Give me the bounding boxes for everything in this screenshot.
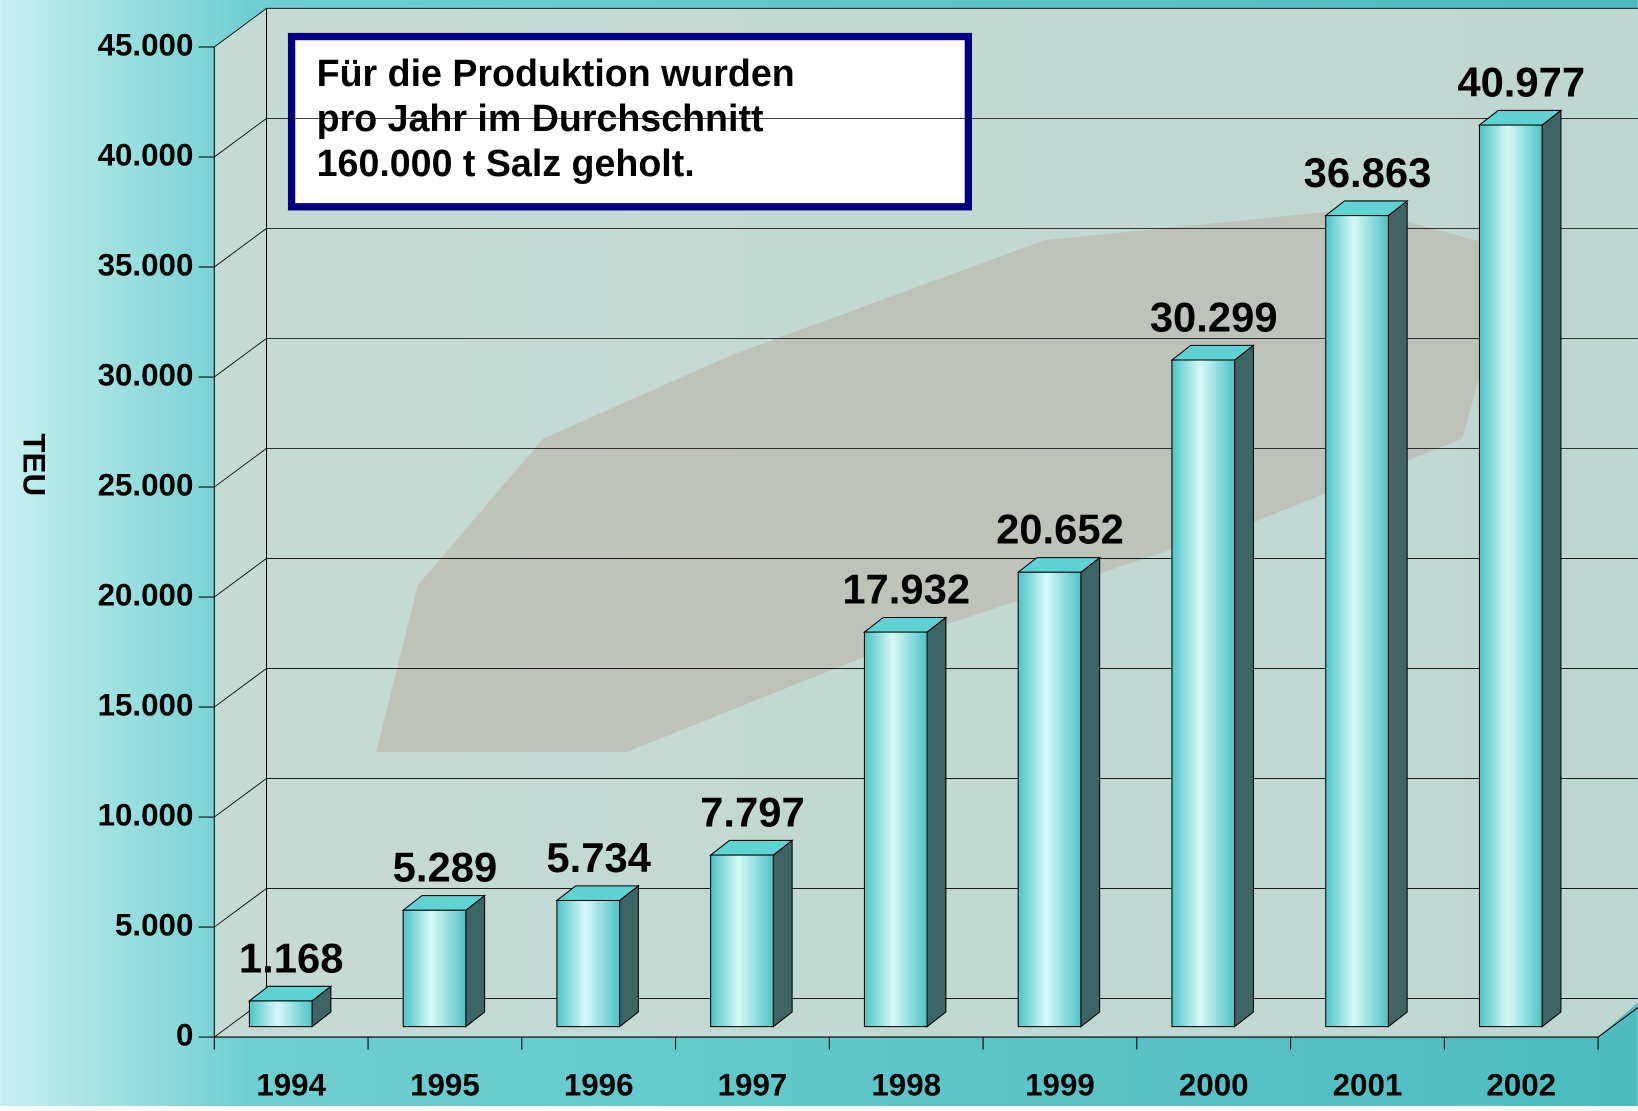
value-label: 40.977 (1457, 58, 1585, 105)
bar (1172, 360, 1235, 1027)
bar (249, 1001, 312, 1027)
y-tick-label: 40.000 (98, 137, 194, 172)
bar-side (1235, 345, 1254, 1026)
y-tick-label: 45.000 (98, 27, 194, 62)
value-label: 5.289 (393, 844, 498, 891)
x-tick-label: 1994 (256, 1067, 326, 1102)
x-tick-label: 1995 (410, 1067, 480, 1102)
bar-side (620, 886, 639, 1027)
y-tick-label: 15.000 (98, 687, 194, 722)
y-tick-label: 5.000 (115, 907, 193, 942)
bar-side (1542, 110, 1561, 1026)
bar-side (466, 896, 485, 1027)
chart: TEU Für die Produktion wurden pro Jahr i… (0, 0, 1638, 1106)
value-label: 30.299 (1150, 293, 1278, 340)
bar (1479, 125, 1542, 1027)
value-label: 1.168 (239, 934, 344, 981)
bar-side (1388, 201, 1407, 1027)
y-axis-label: TEU (16, 433, 51, 496)
x-tick-label: 1999 (1025, 1067, 1095, 1102)
bar (1018, 572, 1081, 1026)
value-label: 17.932 (842, 565, 970, 612)
bar-side (773, 840, 792, 1026)
x-tick-label: 1997 (718, 1067, 788, 1102)
value-label: 36.863 (1304, 149, 1432, 196)
value-label: 20.652 (996, 506, 1124, 553)
bar-side (927, 617, 946, 1026)
bar (1326, 216, 1389, 1027)
x-tick-label: 2001 (1333, 1067, 1403, 1102)
bar (711, 855, 774, 1027)
bar (557, 900, 620, 1026)
x-tick-label: 2000 (1179, 1067, 1249, 1102)
bar (864, 632, 927, 1027)
value-label: 7.797 (700, 788, 805, 835)
annotation-line: 160.000 t Salz geholt. (317, 142, 695, 184)
value-label: 5.734 (546, 834, 651, 881)
x-tick-label: 1996 (564, 1067, 634, 1102)
x-tick-label: 2002 (1486, 1067, 1556, 1102)
y-tick-label: 30.000 (98, 357, 194, 392)
y-tick-label: 10.000 (98, 797, 194, 832)
y-tick-label: 20.000 (98, 577, 194, 612)
y-tick-label: 25.000 (98, 467, 194, 502)
x-tick-label: 1998 (871, 1067, 941, 1102)
bar (403, 910, 466, 1026)
y-tick-label: 35.000 (98, 247, 194, 282)
y-tick-label: 0 (176, 1017, 193, 1052)
bar-side (1081, 558, 1100, 1027)
annotation-line: Für die Produktion wurden (317, 52, 795, 94)
